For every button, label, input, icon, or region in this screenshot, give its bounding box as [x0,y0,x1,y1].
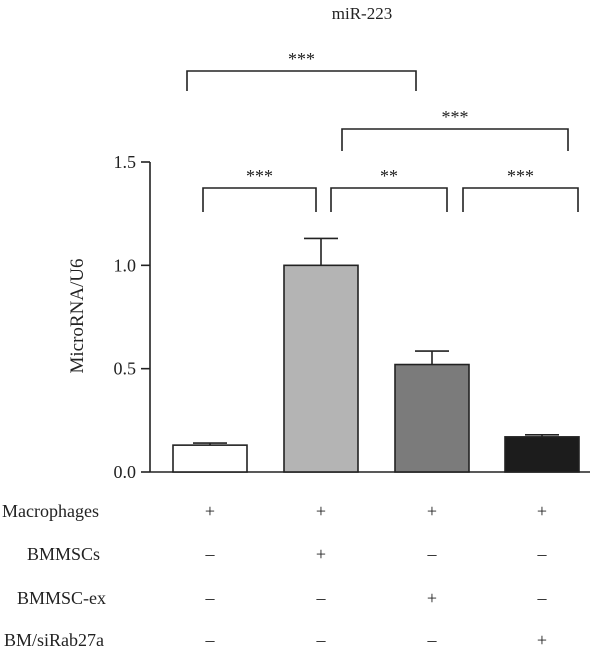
y-tick-label: 1.5 [114,152,137,172]
condition-mark: – [205,588,216,608]
error-bar-1 [193,442,227,446]
condition-mark: – [427,544,438,564]
condition-mark: + [537,501,547,521]
error-bar-3 [415,350,449,365]
significance-label: *** [288,49,315,69]
chart-title: miR-223 [332,4,392,23]
bar-2 [283,264,359,473]
significance-brackets: ********* ** *** [186,49,579,212]
significance-bracket [186,70,417,91]
y-tick-label: 0.5 [114,359,137,379]
bars [172,264,580,473]
bar-4 [504,436,580,473]
error-bars [193,237,559,446]
condition-mark: + [427,588,437,608]
condition-label: Macrophages [2,501,99,521]
significance-bracket [341,128,569,151]
condition-mark: + [537,630,547,650]
y-tick-label: 1.0 [114,255,137,275]
y-tick-label: 0.0 [114,462,137,482]
condition-mark: + [205,501,215,521]
significance-label: ** [380,166,398,186]
condition-mark: – [205,544,216,564]
condition-mark: – [537,544,548,564]
bar-3 [394,363,470,473]
condition-mark: – [427,630,438,650]
bar-1 [172,444,248,473]
y-axis-label: MicroRNA/U6 [67,258,88,373]
significance-bracket [330,187,448,212]
condition-mark: – [316,588,327,608]
error-bar-4 [525,434,559,437]
condition-mark: + [316,544,326,564]
condition-label: BMMSCs [27,544,100,564]
condition-mark: – [537,588,548,608]
condition-mark: + [316,501,326,521]
y-axis-ticks: 0.0 0.5 1.0 1.5 [114,152,150,482]
error-bar-2 [304,237,338,266]
condition-mark: – [316,630,327,650]
significance-bracket [462,187,579,212]
significance-label: *** [246,166,273,186]
condition-label: BM/siRab27a [4,630,104,650]
significance-label: *** [507,166,534,186]
condition-mark: – [205,630,216,650]
condition-mark: + [427,501,437,521]
significance-label: *** [442,107,469,127]
condition-label: BMMSC-ex [17,588,106,608]
significance-bracket [202,187,317,212]
condition-table: Macrophages + + + + BMMSCs – + – – BMMSC-ex – – + – BM/… [2,501,548,650]
